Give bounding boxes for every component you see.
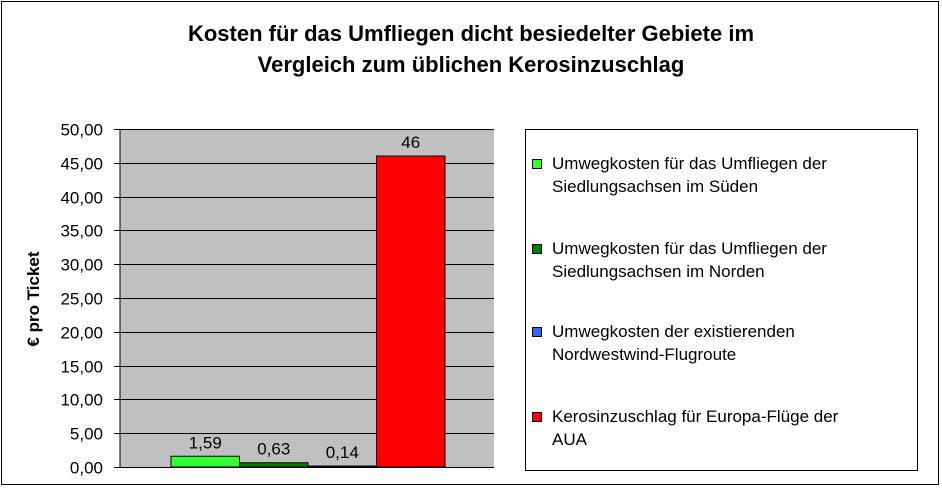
bar (307, 465, 377, 468)
chart-title-line-2: Vergleich zum üblichen Kerosinzuschlag (257, 52, 685, 77)
legend-swatch-nord (532, 244, 542, 254)
legend-label-line: AUA (552, 430, 587, 449)
legend-label-nordwest: Umwegkosten der existierenden Nordwestwi… (552, 320, 912, 366)
y-tick-label: 25,00 (60, 290, 103, 309)
y-tick-label: 45,00 (60, 155, 103, 174)
legend-label-line: Umwegkosten für das Umfliegen der (552, 239, 827, 258)
legend-label-line: Siedlungsachsen im Süden (552, 177, 759, 196)
y-tick-label: 5,00 (70, 425, 103, 444)
legend-label-line: Umwegkosten für das Umfliegen der (552, 154, 827, 173)
bars (170, 155, 446, 468)
legend-label-line: Umwegkosten der existierenden (552, 322, 795, 341)
bar (239, 462, 309, 468)
legend-swatch-kerosin (532, 412, 542, 422)
y-tick-label: 40,00 (60, 189, 103, 208)
y-tick-label: 0,00 (70, 459, 103, 478)
bar-value-label: 1,59 (189, 433, 222, 452)
legend-label-sued: Umwegkosten für das Umfliegen der Siedlu… (552, 152, 912, 198)
y-tick-label: 50,00 (60, 121, 103, 140)
legend-label-line: Kerosinzuschlag für Europa-Flüge der (552, 407, 839, 426)
bar-value-label: 0,14 (326, 443, 359, 462)
y-tick-label: 10,00 (60, 391, 103, 410)
legend-label-line: Nordwestwind-Flugroute (552, 345, 737, 364)
bar-value-label: 0,63 (257, 440, 290, 459)
legend-label-kerosin: Kerosinzuschlag für Europa-Flüge der AUA (552, 405, 912, 451)
y-axis-label: € pro Ticket (24, 251, 43, 346)
legend: Umwegkosten für das Umfliegen der Siedlu… (525, 129, 918, 471)
y-tick-label: 30,00 (60, 256, 103, 275)
chart-title: Kosten für das Umfliegen dicht besiedelt… (0, 18, 942, 80)
bar (170, 455, 240, 468)
bar-value-label: 46 (401, 133, 420, 152)
legend-swatch-nordwest (532, 327, 542, 337)
y-tick-label: 20,00 (60, 324, 103, 343)
bar-labels: 1,59 0,63 0,14 46 (189, 133, 421, 462)
legend-label-nord: Umwegkosten für das Umfliegen der Siedlu… (552, 237, 912, 283)
bar (376, 155, 446, 468)
y-axis-ticks: 0,00 5,00 10,00 15,00 20,00 25,00 30,00 35,00 40… (60, 121, 120, 478)
legend-label-line: Siedlungsachsen im Norden (552, 262, 765, 281)
chart-title-line-1: Kosten für das Umfliegen dicht besiedelt… (187, 21, 755, 46)
y-tick-label: 35,00 (60, 222, 103, 241)
y-tick-label: 15,00 (60, 358, 103, 377)
legend-swatch-sued (532, 159, 542, 169)
